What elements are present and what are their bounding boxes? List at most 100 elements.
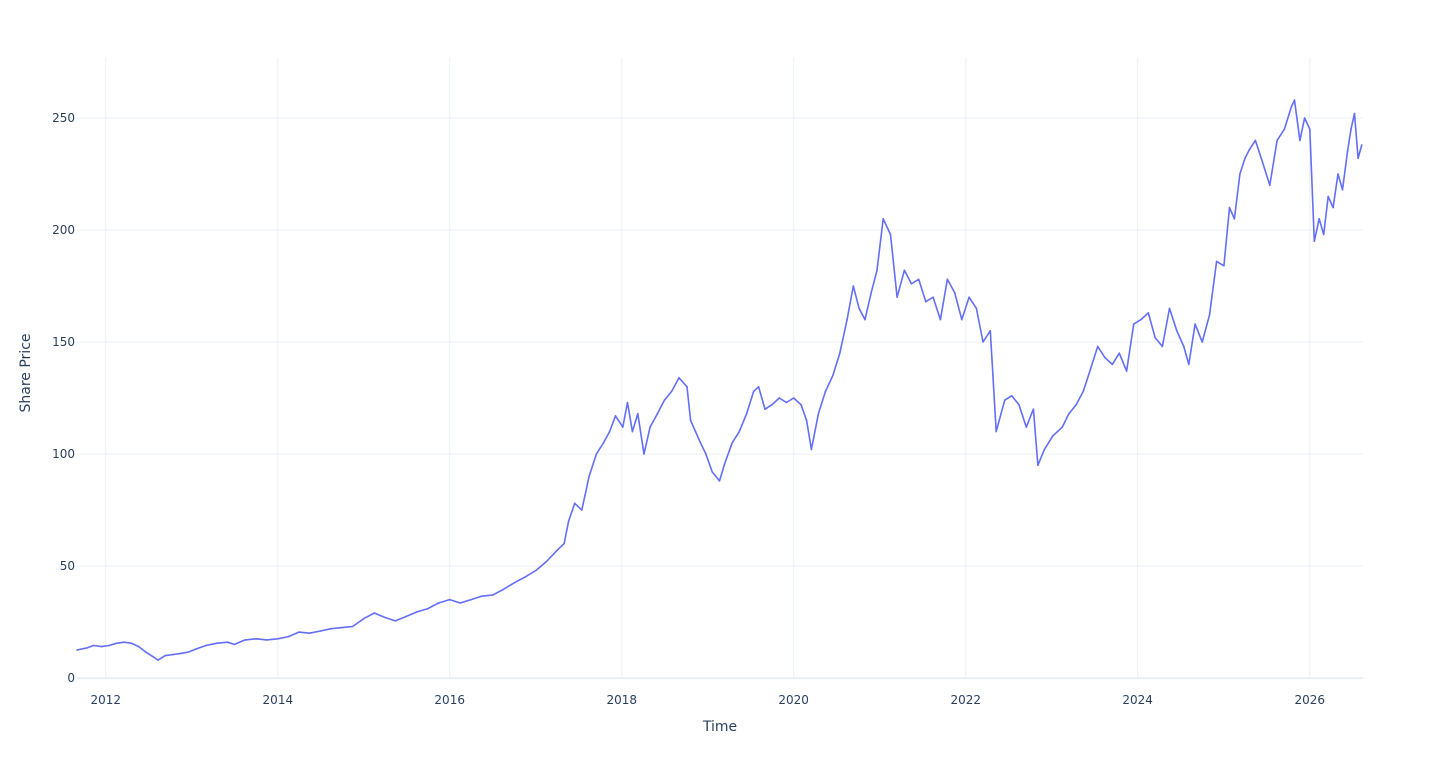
data-point [470, 598, 472, 601]
data-point [738, 430, 741, 433]
data-point [1118, 352, 1121, 355]
data-point [427, 607, 429, 610]
data-point [545, 560, 548, 563]
data-point [1293, 99, 1296, 101]
data-point [100, 645, 103, 648]
data-point [1025, 426, 1028, 428]
data-point [416, 611, 418, 613]
data-point [556, 549, 558, 552]
data-point [1290, 106, 1293, 108]
data-point [330, 627, 332, 630]
data-point [846, 318, 848, 321]
data-point [764, 408, 766, 411]
data-point [1125, 370, 1128, 372]
data-point [233, 643, 236, 646]
data-point [1147, 312, 1150, 314]
data-point [678, 377, 680, 379]
data-point [1132, 323, 1135, 325]
data-point [1161, 345, 1164, 348]
data-point [1327, 195, 1329, 198]
data-point [1361, 144, 1363, 146]
data-point [287, 635, 290, 638]
data-point [363, 617, 365, 620]
data-point [524, 576, 526, 578]
data-point [953, 291, 956, 294]
x-tick-label: 2012 [90, 693, 121, 707]
data-point [889, 233, 892, 236]
data-point [946, 278, 949, 281]
data-point [1140, 318, 1142, 321]
x-tick-label: 2024 [1122, 693, 1153, 707]
data-point [1168, 307, 1171, 310]
data-point [1037, 464, 1039, 467]
data-point [180, 652, 182, 655]
grid-lines [77, 58, 1363, 679]
data-point [925, 300, 927, 303]
data-point [778, 397, 781, 399]
data-point [864, 318, 866, 321]
data-point [649, 426, 651, 428]
data-point [1309, 128, 1311, 130]
data-point [1043, 448, 1046, 451]
data-point [1357, 157, 1359, 160]
data-point [130, 642, 133, 645]
data-point [614, 415, 617, 417]
data-point [573, 502, 576, 505]
data-point [1096, 345, 1099, 348]
y-tick-label: 100 [52, 447, 75, 461]
data-point [656, 412, 659, 415]
data-point [631, 430, 634, 433]
data-point [226, 641, 229, 643]
data-point [792, 397, 795, 399]
data-point [513, 582, 515, 584]
y-tick-label: 150 [52, 335, 75, 349]
data-point [910, 283, 913, 285]
data-point [502, 588, 505, 591]
data-point [1332, 206, 1334, 209]
data-point [757, 386, 760, 388]
data-point [480, 595, 483, 597]
data-point [1068, 412, 1070, 415]
data-point [308, 632, 311, 634]
y-tick-label: 0 [67, 671, 75, 685]
data-point [1010, 395, 1013, 397]
data-point [1176, 330, 1178, 332]
data-point [145, 651, 147, 653]
data-point [602, 442, 605, 444]
data-point [785, 401, 788, 404]
data-point [771, 403, 773, 406]
data-point [1337, 173, 1339, 175]
y-tick-label: 200 [52, 223, 75, 237]
y-tick-label: 250 [52, 111, 75, 125]
data-point [1269, 184, 1271, 186]
data-point [1353, 112, 1356, 115]
data-point [917, 278, 920, 281]
data-point [205, 644, 207, 647]
data-point [351, 625, 354, 628]
data-point [567, 520, 570, 522]
data-point [266, 639, 268, 641]
data-point [215, 642, 218, 645]
data-point [1061, 426, 1064, 428]
data-point [1233, 218, 1236, 220]
data-point [164, 654, 167, 657]
x-tick-label: 2018 [607, 693, 638, 707]
y-axis-title: Share Price [18, 333, 34, 412]
data-point [882, 218, 884, 220]
data-point [1154, 336, 1156, 339]
data-point [608, 430, 611, 433]
series-layer [76, 99, 1363, 661]
data-point [1248, 148, 1251, 151]
data-point [622, 426, 624, 428]
data-point [1239, 173, 1241, 175]
data-point [1003, 399, 1006, 402]
data-point [968, 296, 970, 299]
data-point [989, 330, 992, 332]
data-point [1201, 341, 1203, 343]
data-point [491, 594, 494, 596]
data-point [1346, 150, 1349, 153]
data-point [1018, 403, 1020, 406]
data-point [896, 296, 898, 299]
data-point [581, 509, 583, 511]
